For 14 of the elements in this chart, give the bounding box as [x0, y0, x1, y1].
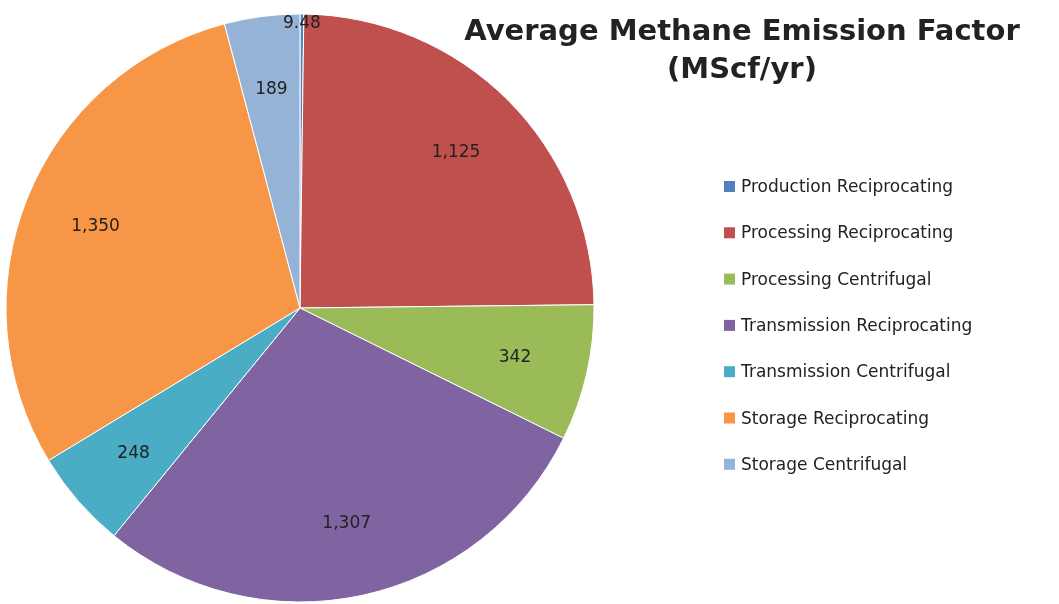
legend-label: Storage Centrifugal — [741, 453, 908, 474]
legend-label: Production Reciprocating — [741, 176, 953, 196]
legend-label: Processing Reciprocating — [741, 222, 954, 243]
data-label: 1,125 — [431, 141, 481, 162]
text: Average Methane Emission Factor (MScf/yr) — [464, 13, 1021, 85]
legend-label: Storage Reciprocating — [741, 407, 930, 428]
data-label: 248 — [117, 441, 150, 462]
data-label: 1,350 — [71, 214, 120, 235]
data-label: 342 — [498, 345, 532, 366]
data-label: 1,307 — [322, 512, 372, 533]
legend-label: Processing Centrifugal — [741, 268, 932, 289]
legend-label: Transmission Reciprocating — [740, 314, 973, 335]
data-label: 189 — [255, 78, 288, 99]
legend-label: Transmission Centrifugal — [740, 361, 951, 382]
